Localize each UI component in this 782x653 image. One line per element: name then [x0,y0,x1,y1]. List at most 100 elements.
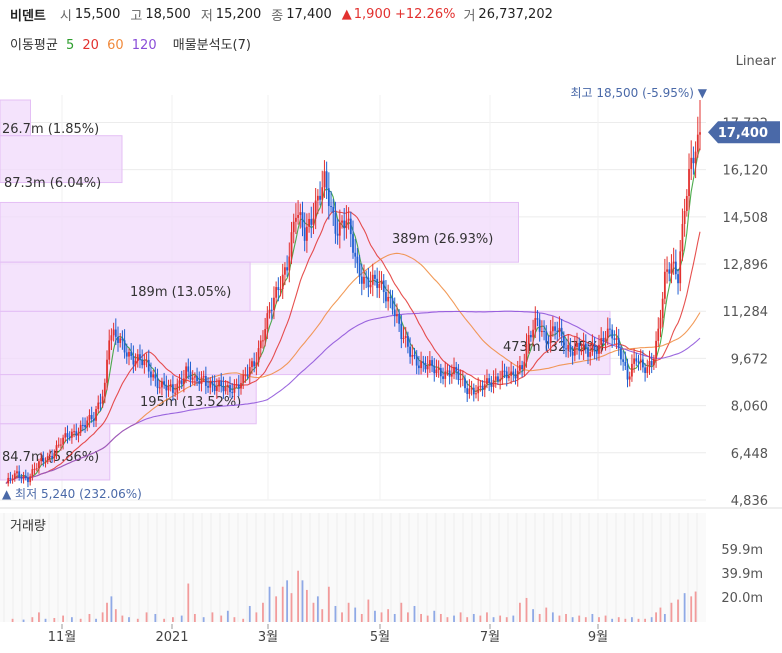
candle-body [57,444,60,446]
volume-bar [11,618,14,622]
ma-5[interactable]: 5 [65,38,75,53]
candle-body [196,376,198,381]
candle-body [497,376,499,382]
volume-bar [101,612,104,622]
candle-body [7,477,10,484]
candle-body [543,331,545,333]
candle-body [415,355,418,366]
candle-body [512,371,515,375]
volume-bar [110,596,113,622]
volume-bar [334,605,337,622]
volume-bar [121,615,124,622]
candle-body [648,361,651,368]
candle-body [486,378,488,385]
candle-body [336,233,339,236]
volume-bar [347,602,350,622]
candle-body [466,388,469,395]
ma-20-line [5,210,701,484]
moving-average-legend[interactable]: 이동평균 5 20 60 120 매물분석도(7) [10,34,255,53]
candle-body [356,256,359,264]
volume-bar [624,618,627,622]
ma-60[interactable]: 60 [107,38,124,53]
candle-body [182,378,185,385]
candle-body [9,477,12,480]
candle-body [229,385,231,393]
volume-bar [545,607,548,622]
candle-body [332,206,335,213]
volume-profile-toggle[interactable]: 매물분석도(7) [172,38,251,53]
close-label: 종 [271,8,284,24]
volume-tick-label: 39.9m [721,567,763,582]
candle-body [604,337,607,342]
candle-body [42,458,45,462]
volume-tick-label: 20.0m [721,591,763,606]
volume-bar [242,618,245,622]
y-tick-label: 8,060 [731,400,768,415]
candle-body [314,200,317,219]
volume-bar [591,613,594,622]
ma-20[interactable]: 20 [82,38,99,53]
candle-body [461,378,464,380]
candle-body [490,382,493,387]
candle-body [437,368,440,370]
candle-body [141,359,144,366]
candle-body [657,328,660,341]
candle-body [376,278,379,288]
volume-bar [486,612,488,622]
volume-bar [44,618,47,622]
candle-body [156,378,159,388]
volume-bar [290,593,293,622]
candle-body [600,337,603,345]
candle-body [578,343,581,351]
volume-profile-label: 389m (26.93%) [392,232,493,247]
candle-body [477,386,480,394]
candle-body [112,329,115,336]
candle-body [468,388,471,395]
scale-mode-toggle[interactable]: Linear [735,54,776,69]
candle-body [292,221,295,233]
candle-body [545,331,548,343]
candle-body [503,370,506,372]
volume-bar [598,617,600,622]
candle-body [492,379,495,387]
candle-body [81,424,84,426]
candle-body [681,223,684,252]
candle-body [424,363,427,370]
candle-body [108,340,111,360]
close-value: 17,400 [286,6,332,22]
ma-120[interactable]: 120 [131,38,157,53]
volume-bar [558,615,561,622]
candle-body [411,355,414,357]
volume-bar [367,599,370,622]
candle-body [655,340,657,359]
volume-bar [551,612,554,622]
candle-body [264,329,267,341]
volume-bar [354,607,357,622]
candle-body [683,210,686,224]
volume-profile-label: 189m (13.05%) [130,285,231,300]
candle-body [672,261,675,264]
candle-body [365,276,368,278]
volume-profile-label: 87.3m (6.04%) [4,176,101,191]
volume-profile-bar [0,374,257,425]
open-value: 15,500 [74,6,121,22]
volume-bar [88,613,91,622]
volume-bar [360,613,363,622]
volume-profile-bar [0,201,519,263]
volume-value: 26,737,202 [478,6,553,22]
candle-body [352,234,354,253]
candle-body [631,363,633,377]
candle-body [426,366,429,370]
volume-bar [683,593,686,622]
candle-body [286,267,289,271]
candle-body [136,354,139,361]
candle-body [551,326,554,332]
change-pct: +12.26% [394,6,456,22]
candle-body [699,132,701,135]
candle-body [554,326,556,331]
candle-body [288,256,291,271]
volume-bar [341,612,343,622]
candle-body [470,387,473,389]
candle-body [123,340,126,353]
